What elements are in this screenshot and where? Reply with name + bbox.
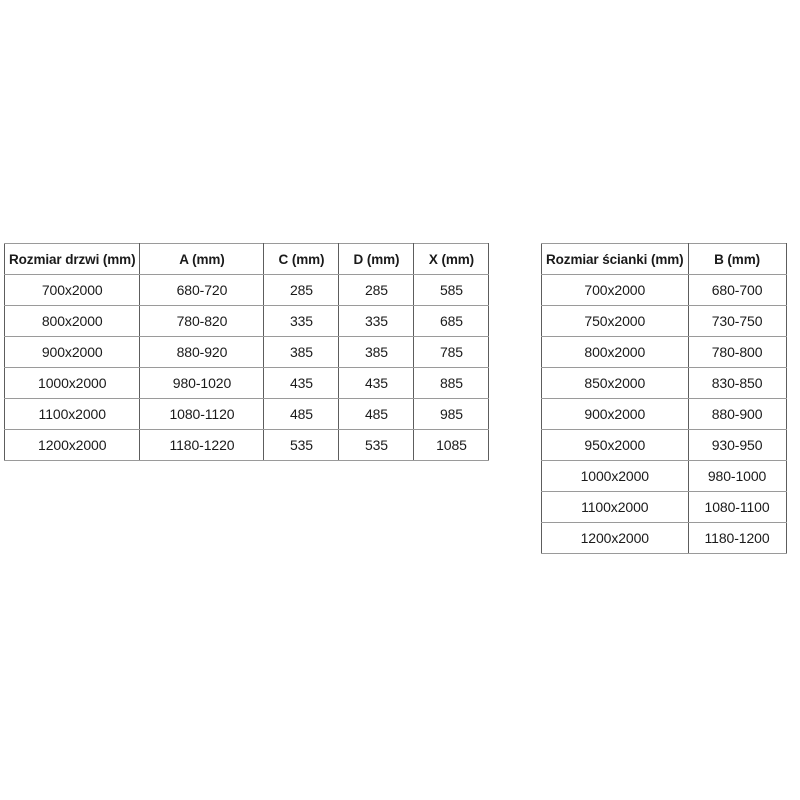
table-header-row: Rozmiar drzwi (mm) A (mm) C (mm) D (mm) … [3, 243, 490, 275]
doors-table-header: Rozmiar drzwi (mm) A (mm) C (mm) D (mm) … [3, 243, 490, 275]
cell-b: 680-700 [687, 274, 787, 306]
table-row: 1100x2000 1080-1100 [541, 491, 787, 523]
cell-c: 535 [263, 429, 340, 461]
cell-b: 980-1000 [687, 460, 787, 492]
cell-a: 780-820 [139, 305, 265, 337]
cell-a: 1080-1120 [139, 398, 265, 430]
cell-a: 880-920 [139, 336, 265, 368]
column-header-b: B (mm) [687, 243, 787, 275]
column-header-c: C (mm) [263, 243, 340, 275]
cell-c: 385 [263, 336, 340, 368]
cell-b: 880-900 [687, 398, 787, 430]
table-row: 700x2000 680-700 [541, 274, 787, 306]
shower-wall-dimensions-table: Rozmiar ścianki (mm) B (mm) 700x2000 680… [541, 243, 787, 554]
cell-x: 785 [413, 336, 490, 368]
wall-table-body: 700x2000 680-700 750x2000 730-750 800x20… [541, 274, 787, 554]
cell-d: 535 [338, 429, 415, 461]
table-row: 900x2000 880-920 385 385 785 [3, 336, 490, 368]
cell-door-size: 1200x2000 [3, 429, 141, 461]
cell-door-size: 1000x2000 [3, 367, 141, 399]
cell-wall-size: 1000x2000 [541, 460, 689, 492]
table-row: 850x2000 830-850 [541, 367, 787, 399]
wall-table-header: Rozmiar ścianki (mm) B (mm) [541, 243, 787, 275]
cell-door-size: 900x2000 [3, 336, 141, 368]
cell-d: 285 [338, 274, 415, 306]
cell-door-size: 800x2000 [3, 305, 141, 337]
cell-a: 680-720 [139, 274, 265, 306]
cell-b: 780-800 [687, 336, 787, 368]
column-header-x: X (mm) [413, 243, 490, 275]
table-row: 900x2000 880-900 [541, 398, 787, 430]
table-row: 1200x2000 1180-1200 [541, 522, 787, 554]
table-row: 800x2000 780-800 [541, 336, 787, 368]
cell-x: 685 [413, 305, 490, 337]
table-row: 700x2000 680-720 285 285 585 [3, 274, 490, 306]
table-row: 1100x2000 1080-1120 485 485 985 [3, 398, 490, 430]
column-header-a: A (mm) [139, 243, 265, 275]
cell-c: 435 [263, 367, 340, 399]
table-row: 800x2000 780-820 335 335 685 [3, 305, 490, 337]
cell-a: 1180-1220 [139, 429, 265, 461]
cell-d: 335 [338, 305, 415, 337]
column-header-wall-size: Rozmiar ścianki (mm) [541, 243, 689, 275]
cell-a: 980-1020 [139, 367, 265, 399]
cell-x: 985 [413, 398, 490, 430]
cell-wall-size: 850x2000 [541, 367, 689, 399]
cell-wall-size: 800x2000 [541, 336, 689, 368]
cell-d: 385 [338, 336, 415, 368]
cell-door-size: 1100x2000 [3, 398, 141, 430]
cell-b: 1080-1100 [687, 491, 787, 523]
cell-wall-size: 950x2000 [541, 429, 689, 461]
cell-wall-size: 1100x2000 [541, 491, 689, 523]
cell-wall-size: 1200x2000 [541, 522, 689, 554]
cell-b: 830-850 [687, 367, 787, 399]
cell-x: 585 [413, 274, 490, 306]
cell-x: 885 [413, 367, 490, 399]
cell-wall-size: 900x2000 [541, 398, 689, 430]
cell-b: 930-950 [687, 429, 787, 461]
table-row: 950x2000 930-950 [541, 429, 787, 461]
cell-d: 435 [338, 367, 415, 399]
column-header-door-size: Rozmiar drzwi (mm) [3, 243, 141, 275]
cell-b: 730-750 [687, 305, 787, 337]
cell-x: 1085 [413, 429, 490, 461]
cell-c: 485 [263, 398, 340, 430]
cell-wall-size: 750x2000 [541, 305, 689, 337]
table-row: 1200x2000 1180-1220 535 535 1085 [3, 429, 490, 461]
cell-d: 485 [338, 398, 415, 430]
cell-door-size: 700x2000 [3, 274, 141, 306]
shower-door-dimensions-table: Rozmiar drzwi (mm) A (mm) C (mm) D (mm) … [3, 243, 490, 461]
cell-wall-size: 700x2000 [541, 274, 689, 306]
doors-table-body: 700x2000 680-720 285 285 585 800x2000 78… [3, 274, 490, 461]
table-row: 1000x2000 980-1000 [541, 460, 787, 492]
column-header-d: D (mm) [338, 243, 415, 275]
table-header-row: Rozmiar ścianki (mm) B (mm) [541, 243, 787, 275]
table-row: 750x2000 730-750 [541, 305, 787, 337]
cell-c: 335 [263, 305, 340, 337]
table-row: 1000x2000 980-1020 435 435 885 [3, 367, 490, 399]
cell-b: 1180-1200 [687, 522, 787, 554]
cell-c: 285 [263, 274, 340, 306]
